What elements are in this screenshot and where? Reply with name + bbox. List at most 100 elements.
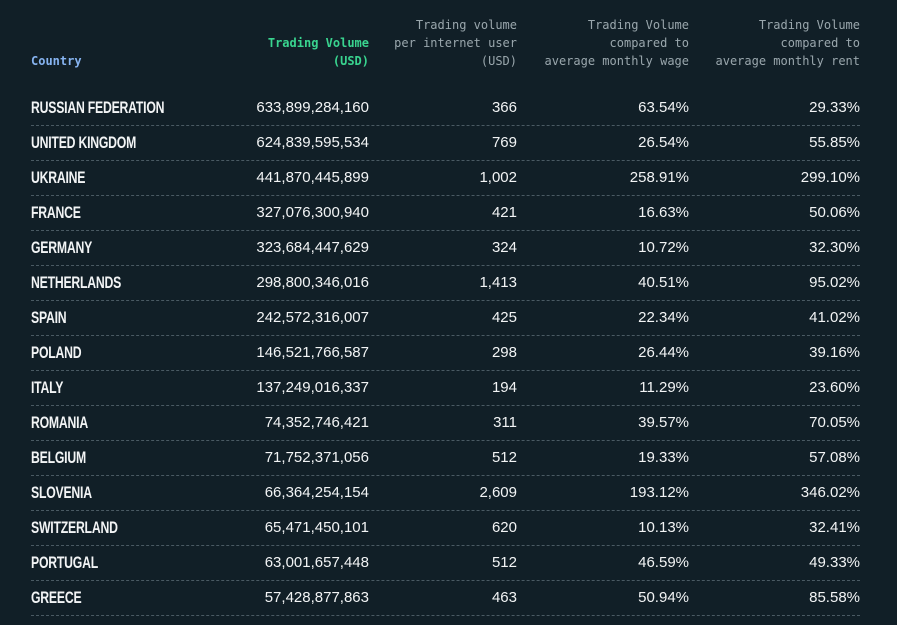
table-cell: 49.33% xyxy=(809,554,860,571)
header-text: Trading Volume xyxy=(587,18,689,32)
country-name: UNITED KINGDOM xyxy=(31,133,137,152)
table-cell: 50.06% xyxy=(809,204,860,221)
table-cell: 11.29% xyxy=(639,379,689,396)
header-text: Trading volume xyxy=(415,18,517,32)
row-separator xyxy=(31,300,860,301)
row-separator xyxy=(31,545,860,546)
table-cell: 298 xyxy=(491,344,517,361)
table-cell: 70.05% xyxy=(809,414,860,431)
table-cell: 146,521,766,587 xyxy=(256,344,369,361)
country-name: GREECE xyxy=(31,588,82,607)
table-cell: 46.59% xyxy=(638,554,689,571)
table-cell: 421 xyxy=(491,204,517,221)
table-cell: 194 xyxy=(491,379,517,396)
table-cell: 10.72% xyxy=(638,239,689,256)
table-cell: 298,800,346,016 xyxy=(256,274,369,291)
row-separator xyxy=(31,615,860,616)
table-cell: 299.10% xyxy=(800,169,860,186)
table-cell: 2,609 xyxy=(479,484,517,501)
table-cell: 57.08% xyxy=(809,449,860,466)
table-cell: 95.02% xyxy=(809,274,860,291)
table-cell: 55.85% xyxy=(809,134,860,151)
table-cell: 624,839,595,534 xyxy=(256,134,369,151)
table-cell: 193.12% xyxy=(629,484,689,501)
table-cell: 50.94% xyxy=(638,589,689,606)
row-separator xyxy=(31,195,860,196)
country-name: GERMANY xyxy=(31,238,93,257)
table-cell: 65,471,450,101 xyxy=(264,519,369,536)
row-separator xyxy=(31,405,860,406)
header-text: Trading Volume xyxy=(267,36,369,50)
table-cell: 441,870,445,899 xyxy=(256,169,369,186)
table-cell: 32.41% xyxy=(809,519,860,536)
row-separator xyxy=(31,475,860,476)
table-cell: 425 xyxy=(491,309,517,326)
row-separator xyxy=(31,265,860,266)
table-cell: 32.30% xyxy=(809,239,860,256)
header-text: average monthly wage xyxy=(544,54,690,68)
table-cell: 29.33% xyxy=(809,99,860,116)
table-cell: 63.54% xyxy=(638,99,689,116)
header-text: (USD) xyxy=(480,54,517,68)
row-separator xyxy=(31,510,860,511)
table-cell: 620 xyxy=(491,519,517,536)
table-cell: 512 xyxy=(491,554,517,571)
table-cell: 323,684,447,629 xyxy=(256,239,369,256)
table-cell: 74,352,746,421 xyxy=(264,414,369,431)
row-separator xyxy=(31,160,860,161)
table-cell: 346.02% xyxy=(800,484,860,501)
table-cell: 40.51% xyxy=(638,274,689,291)
table-cell: 19.33% xyxy=(638,449,689,466)
country-name: RUSSIAN FEDERATION xyxy=(31,98,165,117)
table-cell: 769 xyxy=(491,134,517,151)
table-cell: 41.02% xyxy=(809,309,860,326)
country-name: ROMANIA xyxy=(31,413,88,432)
country-name: SWITZERLAND xyxy=(31,518,118,537)
table-cell: 137,249,016,337 xyxy=(256,379,369,396)
row-separator xyxy=(31,335,860,336)
table-cell: 66,364,254,154 xyxy=(264,484,369,501)
table-cell: 1,413 xyxy=(479,274,517,291)
table-cell: 71,752,371,056 xyxy=(264,449,369,466)
country-name: UKRAINE xyxy=(31,168,86,187)
table-cell: 633,899,284,160 xyxy=(256,99,369,116)
table-cell: 1,002 xyxy=(479,169,517,186)
header-text: average monthly rent xyxy=(715,54,861,68)
country-name: SPAIN xyxy=(31,308,67,327)
header-text: Trading Volume xyxy=(758,18,860,32)
row-separator xyxy=(31,230,860,231)
table-cell: 463 xyxy=(491,589,517,606)
table-cell: 63,001,657,448 xyxy=(264,554,369,571)
country-name: BELGIUM xyxy=(31,448,86,467)
header-text: per internet user xyxy=(394,36,517,50)
row-separator xyxy=(31,440,860,441)
header-text: (USD) xyxy=(332,54,369,68)
table-cell: 22.34% xyxy=(638,309,689,326)
header-text: compared to xyxy=(780,36,860,50)
table-cell: 258.91% xyxy=(629,169,689,186)
table-cell: 57,428,877,863 xyxy=(264,589,369,606)
row-separator xyxy=(31,125,860,126)
table-cell: 366 xyxy=(491,99,517,116)
country-name: NETHERLANDS xyxy=(31,273,122,292)
table-cell: 242,572,316,007 xyxy=(256,309,369,326)
table-cell: 26.54% xyxy=(638,134,689,151)
country-name: FRANCE xyxy=(31,203,81,222)
country-name: SLOVENIA xyxy=(31,483,92,502)
table-cell: 16.63% xyxy=(638,204,689,221)
header-text: compared to xyxy=(609,36,689,50)
table-cell: 39.57% xyxy=(638,414,689,431)
table-cell: 324 xyxy=(491,239,517,256)
row-separator xyxy=(31,370,860,371)
row-separator xyxy=(31,580,860,581)
header-text: Country xyxy=(31,54,82,68)
table-cell: 39.16% xyxy=(809,344,860,361)
table-cell: 10.13% xyxy=(638,519,689,536)
table-cell: 23.60% xyxy=(809,379,860,396)
table-cell: 85.58% xyxy=(809,589,860,606)
table-cell: 327,076,300,940 xyxy=(256,204,369,221)
table-cell: 311 xyxy=(493,414,517,431)
country-name: PORTUGAL xyxy=(31,553,98,572)
country-name: POLAND xyxy=(31,343,82,362)
